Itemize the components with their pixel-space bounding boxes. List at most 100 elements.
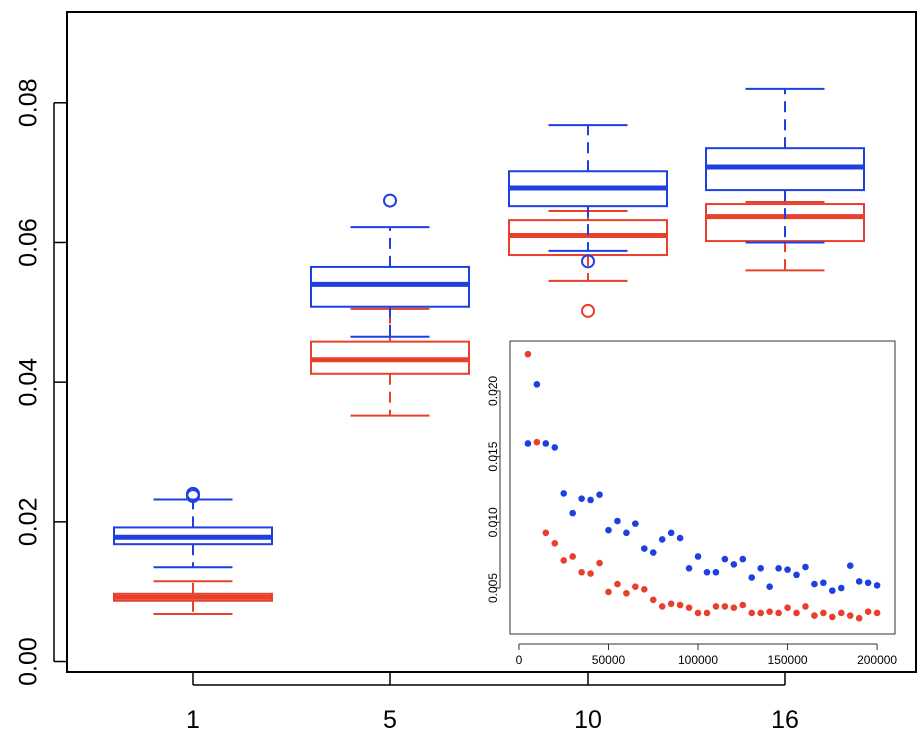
inset-series-blue — [524, 381, 881, 594]
scatter-point — [685, 604, 693, 612]
inset-x-tick-label: 100000 — [678, 653, 718, 667]
scatter-point — [739, 601, 747, 609]
scatter-point — [614, 580, 621, 588]
inset-y-tick-label: 0.020 — [486, 376, 500, 406]
inset-x-tick-label: 200000 — [857, 653, 897, 667]
box-outlier — [383, 193, 397, 208]
scatter-point — [793, 609, 800, 617]
scatter-point — [667, 600, 675, 608]
x-tick-label: 5 — [383, 706, 397, 734]
scatter-point — [658, 603, 666, 610]
scatter-point — [748, 609, 756, 617]
scatter-point — [739, 555, 747, 563]
scatter-point — [766, 583, 773, 590]
plot-frame — [66, 11, 917, 673]
scatter-point — [846, 612, 854, 619]
scatter-point — [775, 565, 782, 572]
scatter-point — [855, 578, 863, 585]
scatter-point — [811, 612, 818, 619]
scatter-point — [667, 529, 675, 537]
scatter-point — [587, 570, 594, 577]
inset-frame — [509, 340, 896, 635]
scatter-point — [542, 440, 550, 447]
scatter-point — [605, 588, 612, 596]
y-tick-label: 0.00 — [15, 637, 43, 686]
inset-x-tick-label: 150000 — [768, 653, 808, 667]
box-iqr — [705, 203, 865, 243]
scatter-point — [694, 553, 702, 560]
scatter-point — [596, 491, 603, 499]
scatter-point — [578, 568, 585, 576]
box-outlier — [581, 254, 595, 269]
scatter-point — [757, 565, 764, 572]
scatter-point — [829, 613, 836, 621]
scatter-point — [587, 496, 594, 504]
scatter-point — [793, 571, 800, 579]
scatter-point — [649, 596, 657, 604]
scatter-point — [837, 584, 845, 592]
scatter-point — [569, 553, 576, 560]
scatter-point — [533, 381, 541, 388]
scatter-point — [730, 604, 738, 612]
y-tick-label: 0.02 — [15, 498, 43, 547]
scatter-point — [676, 601, 684, 609]
scatter-point — [829, 587, 836, 594]
scatter-point — [784, 604, 791, 612]
inset-series-red — [524, 350, 881, 622]
scatter-point — [837, 609, 845, 617]
scatter-point — [578, 495, 585, 502]
scatter-point — [766, 608, 773, 615]
scatter-point — [533, 438, 541, 446]
scatter-point — [721, 555, 729, 563]
scatter-point — [658, 536, 666, 543]
inset-x-tick-label: 50000 — [592, 653, 626, 667]
scatter-point — [524, 440, 532, 447]
x-tick-label: 10 — [574, 706, 602, 734]
box-outlier — [186, 486, 200, 501]
scatter-point — [524, 350, 532, 358]
scatter-point — [641, 545, 648, 552]
scatter-point — [703, 568, 711, 576]
scatter-point — [694, 609, 702, 617]
scatter-point — [551, 444, 559, 451]
scatter-point — [730, 561, 738, 568]
scatter-point — [873, 609, 881, 617]
scatter-point — [560, 557, 568, 564]
y-tick-label: 0.06 — [15, 218, 43, 267]
inset-x-tick-label: 0 — [516, 653, 523, 667]
scatter-point — [802, 603, 809, 610]
scatter-point — [784, 566, 791, 573]
scatter-point — [614, 517, 621, 525]
scatter-point — [542, 529, 550, 537]
scatter-point — [873, 582, 881, 589]
scatter-point — [846, 562, 854, 569]
y-tick-label: 0.04 — [15, 358, 43, 407]
scatter-point — [569, 509, 576, 517]
scatter-point — [605, 526, 612, 534]
box-outlier — [581, 303, 595, 318]
scatter-point — [721, 603, 729, 610]
scatter-point — [811, 580, 818, 588]
scatter-point — [551, 540, 559, 547]
scatter-point — [649, 549, 657, 556]
scatter-point — [712, 568, 720, 576]
scatter-point — [685, 565, 693, 572]
inset-y-tick-label: 0.010 — [486, 507, 500, 537]
scatter-point — [775, 609, 782, 617]
scatter-point — [632, 583, 639, 590]
scatter-point — [632, 520, 639, 527]
scatter-point — [623, 529, 630, 537]
scatter-point — [748, 574, 756, 581]
scatter-point — [802, 563, 809, 571]
scatter-point — [641, 586, 648, 593]
x-tick-label: 16 — [771, 706, 799, 734]
inset-y-tick-label: 0.015 — [486, 441, 500, 471]
scatter-point — [560, 490, 568, 497]
inset-y-tick-label: 0.005 — [486, 573, 500, 603]
scatter-point — [820, 609, 827, 617]
scatter-point — [623, 589, 630, 597]
series-blue-boxes — [113, 87, 865, 569]
y-tick-label: 0.08 — [15, 78, 43, 127]
scatter-point — [703, 609, 711, 617]
